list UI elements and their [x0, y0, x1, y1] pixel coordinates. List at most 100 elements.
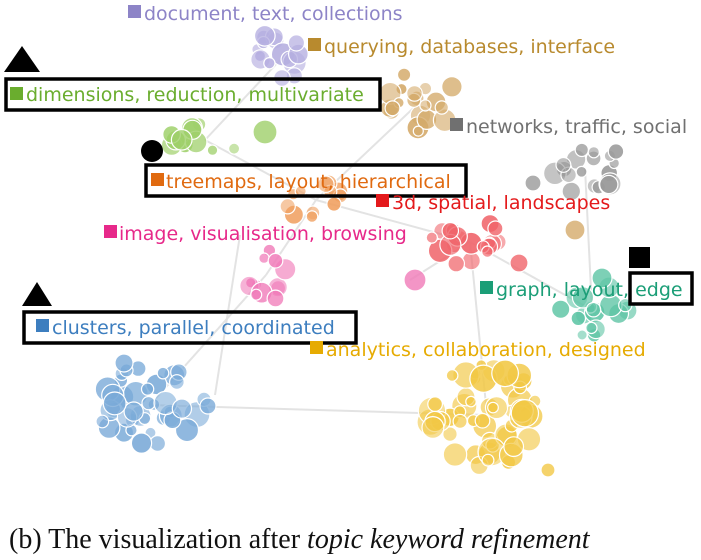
document-bubble-networks — [574, 142, 590, 158]
document-bubble-querying — [406, 84, 423, 102]
document-bubble-analytics — [421, 416, 445, 440]
caption-prefix: (b) The visualization after — [9, 524, 307, 555]
document-bubble-querying — [564, 219, 586, 241]
document-bubble-spatial — [441, 221, 460, 240]
document-bubble-networks — [587, 145, 601, 159]
document-bubble-analytics — [481, 453, 495, 467]
legend-swatch — [104, 225, 117, 238]
topic-label-graph: graph, layout, edge — [480, 271, 694, 306]
document-bubble-clusters — [102, 391, 127, 416]
topic-label-analytics: analytics, collaboration, designed — [310, 339, 646, 361]
link-line — [214, 234, 241, 396]
document-bubble-analytics — [442, 426, 458, 442]
topic-label-document: document, text, collections — [128, 3, 403, 25]
document-bubble-analytics — [503, 436, 525, 458]
document-bubble-querying — [412, 125, 424, 137]
document-bubble-analytics — [474, 412, 491, 429]
square-marker-icon — [629, 247, 650, 268]
topic-label-text: treemaps, layout, hierarchical — [166, 171, 451, 193]
document-bubble-graph — [571, 286, 595, 309]
document-bubble-analytics — [510, 399, 540, 428]
topic-label-text: document, text, collections — [144, 3, 403, 25]
legend-swatch — [480, 281, 493, 294]
triangle-marker-icon — [4, 46, 40, 72]
document-bubble-graph — [591, 267, 613, 289]
figure-caption: (b) The visualization after topic keywor… — [9, 524, 591, 555]
topic-label-text: image, visualisation, browsing — [119, 223, 407, 245]
topic-label-treemaps: treemaps, layout, hierarchical — [144, 163, 468, 198]
document-bubble-networks — [524, 174, 542, 192]
legend-swatch — [36, 319, 49, 332]
document-bubble-networks — [607, 143, 625, 160]
legend-swatch — [10, 87, 23, 100]
document-bubble-clusters — [156, 366, 170, 380]
document-bubble-spatial — [425, 231, 438, 244]
topic-label-text: querying, databases, interface — [324, 36, 615, 58]
document-bubble-querying — [419, 99, 432, 112]
legend-swatch — [310, 341, 323, 354]
document-bubble-analytics — [445, 369, 459, 382]
document-bubble-querying — [434, 100, 449, 115]
triangle-marker-icon — [22, 282, 52, 306]
legend-swatch — [151, 173, 164, 186]
document-bubble-dimensions — [170, 128, 193, 151]
document-bubble-treemaps — [279, 198, 296, 215]
topic-label-text: 3d, spatial, landscapes — [392, 192, 610, 214]
document-bubble-analytics — [540, 462, 556, 478]
document-bubble-document — [253, 24, 276, 47]
document-bubble-spatial — [487, 220, 504, 237]
document-bubble-querying — [384, 100, 401, 117]
document-bubble-clusters — [95, 414, 110, 429]
document-bubble-treemaps — [326, 196, 342, 212]
document-bubble-spatial — [481, 245, 494, 258]
document-bubble-spatial — [447, 254, 465, 273]
document-bubble-dimensions — [228, 142, 241, 155]
legend-swatch — [308, 38, 321, 51]
topic-label-text: graph, layout, edge — [496, 279, 683, 301]
topic-label-text: clusters, parallel, coordinated — [52, 317, 335, 339]
document-bubble-graph — [585, 301, 602, 318]
document-bubble-networks — [575, 165, 588, 178]
highlight-box — [144, 163, 468, 198]
topic-label-spatial: 3d, spatial, landscapes — [376, 192, 610, 214]
document-bubble-clusters — [174, 418, 200, 443]
document-bubble-clusters — [130, 432, 153, 454]
legend-swatch — [450, 118, 463, 131]
highlight-box — [628, 271, 694, 306]
topic-label-image: image, visualisation, browsing — [104, 223, 407, 245]
document-bubble-networks — [599, 174, 619, 195]
circle-marker-icon — [141, 140, 163, 162]
topic-label-prefix: graph, layout, — [496, 279, 635, 301]
topic-label-highlighted-word: edge — [635, 279, 683, 301]
document-bubble-document — [263, 57, 276, 70]
caption-emphasis: topic keyword refinement — [307, 524, 591, 555]
document-bubble-clusters — [141, 395, 156, 411]
document-bubble-graph — [551, 299, 571, 319]
document-bubble-treemaps — [317, 175, 335, 193]
document-bubble-analytics — [491, 359, 520, 388]
link-line — [584, 167, 593, 311]
document-bubble-image — [266, 289, 285, 308]
topic-label-text: analytics, collaboration, designed — [326, 339, 646, 361]
topic-label-networks: networks, traffic, social — [450, 116, 687, 138]
document-bubble-dimensions — [206, 144, 219, 156]
document-bubble-analytics — [427, 396, 444, 413]
document-bubble-spatial — [509, 253, 529, 273]
document-bubble-clusters — [168, 374, 185, 390]
document-bubble-querying — [441, 76, 463, 98]
legend-swatch — [128, 5, 141, 18]
document-bubble-clusters — [123, 401, 144, 422]
document-bubble-graph — [585, 321, 598, 335]
document-bubble-clusters — [114, 353, 134, 373]
document-bubble-analytics — [442, 442, 468, 467]
document-bubble-querying — [396, 67, 412, 83]
document-bubble-analytics — [465, 395, 477, 408]
document-bubble-image — [250, 288, 263, 301]
document-bubble-networks — [555, 156, 572, 173]
topic-label-text: dimensions, reduction, multivariate — [26, 84, 364, 106]
document-bubble-clusters — [199, 397, 217, 415]
link-line — [204, 59, 281, 141]
document-bubble-dimensions — [252, 119, 278, 145]
highlight-box — [4, 77, 382, 112]
